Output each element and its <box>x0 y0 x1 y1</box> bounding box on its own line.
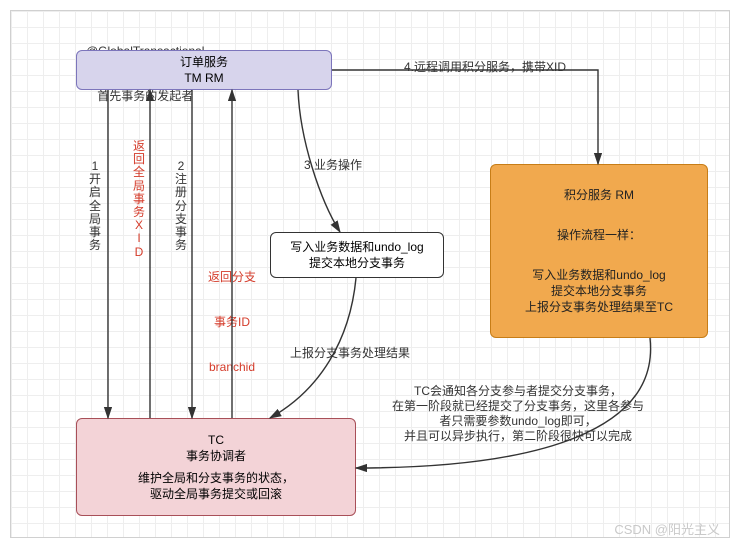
op-line1: 写入业务数据和undo_log <box>290 239 423 255</box>
edge-label-3-business-op: 3 业务操作 <box>304 158 362 173</box>
tc-line1: TC <box>208 432 224 448</box>
rm-line2: 操作流程一样： <box>557 227 641 243</box>
header-line2: 首先事务的发起者 <box>86 89 204 104</box>
tc-line2: 事务协调者 <box>186 448 246 464</box>
tc-line4: 驱动全局事务提交或回滚 <box>150 486 282 502</box>
edge-label-return-branchid: 返回分支 事务ID branchid <box>208 240 256 390</box>
tm-line2: TM RM <box>184 70 223 86</box>
edge-label-tc-notify: TC会通知各分支参与者提交分支事务， 在第一阶段就已经提交了分支事务，这里各参与… <box>392 384 644 444</box>
edge-label-return-xid: 返 回 全 局 事 务 X I D <box>133 140 145 259</box>
tc-line3: 维护全局和分支事务的状态， <box>138 470 294 486</box>
node-business-operation: 写入业务数据和undo_log 提交本地分支事务 <box>270 232 444 278</box>
rm-line5: 上报分支事务处理结果至TC <box>525 299 673 315</box>
edge-label-report-result: 上报分支事务处理结果 <box>290 346 410 361</box>
tm-line1: 订单服务 <box>180 54 228 70</box>
edge-label-4-remote-call: 4.远程调用积分服务，携带XID <box>404 60 566 75</box>
watermark-text: CSDN @阳光主义 <box>614 519 720 538</box>
rb-line3: branchid <box>208 360 256 375</box>
rm-line3: 写入业务数据和undo_log <box>525 267 673 283</box>
edge-label-2-register-branch: 2 注 册 分 支 事 务 <box>175 160 187 252</box>
node-tc-coordinator: TC 事务协调者 维护全局和分支事务的状态， 驱动全局事务提交或回滚 <box>76 418 356 516</box>
rm-line1: 积分服务 RM <box>564 187 634 203</box>
rb-line1: 返回分支 <box>208 270 256 285</box>
op-line2: 提交本地分支事务 <box>309 255 405 271</box>
node-tm-order-service: 订单服务 TM RM <box>76 50 332 90</box>
edge-label-1-open-global: 1 开 启 全 局 事 务 <box>89 160 101 252</box>
rb-line2: 事务ID <box>208 315 256 330</box>
node-rm-points-service: 积分服务 RM 操作流程一样： 写入业务数据和undo_log 提交本地分支事务… <box>490 164 708 338</box>
rm-line4: 提交本地分支事务 <box>525 283 673 299</box>
